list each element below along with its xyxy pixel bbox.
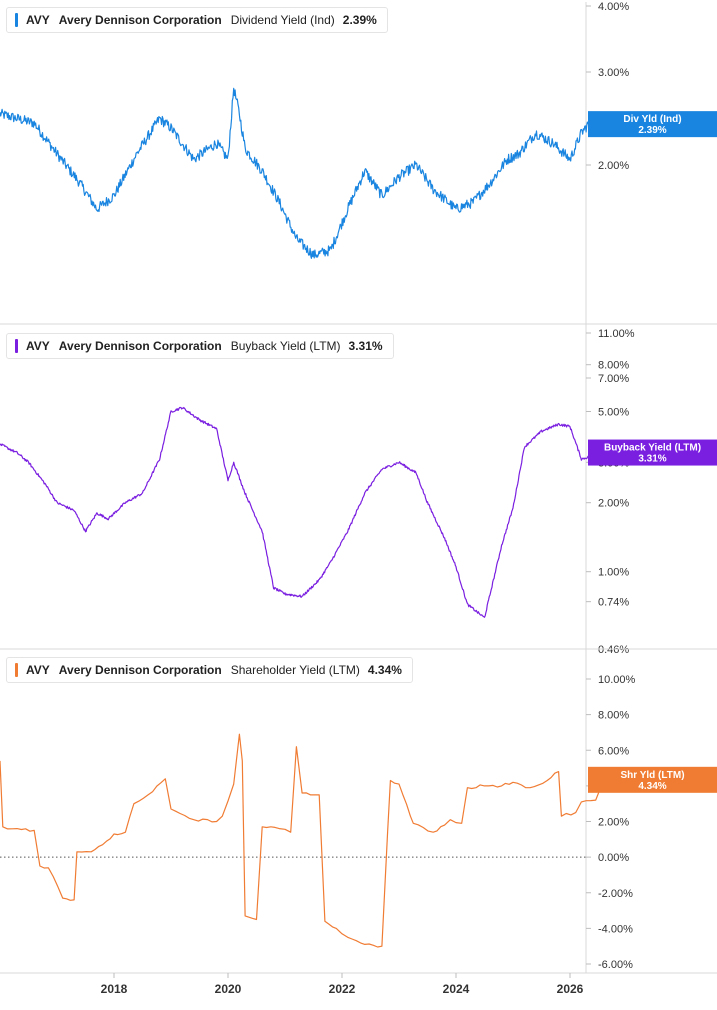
current-value-badge (588, 111, 717, 138)
badge-label: Div Yld (Ind) (623, 114, 681, 125)
legend-value: 4.34% (367, 663, 402, 677)
x-tick-label: 2024 (443, 982, 470, 996)
y-tick-label: 1.00% (598, 567, 629, 579)
series-line (0, 87, 614, 259)
x-tick-label: 2022 (329, 982, 356, 996)
legend-metric: Buyback Yield (LTM) (230, 339, 341, 353)
legend-swatch-shareholder (15, 663, 18, 677)
y-tick-label: 2.00% (598, 498, 629, 510)
x-tick-label: 2018 (101, 982, 128, 996)
y-tick-label: 0.00% (598, 852, 629, 864)
panel-1: 11.00%8.00%7.00%5.00%3.00%2.00%1.00%0.74… (0, 323, 717, 656)
legend-ticker: AVY (26, 339, 50, 353)
legend-swatch-dividend (15, 13, 18, 27)
legend-value: 3.31% (348, 339, 383, 353)
y-tick-label: 6.00% (598, 745, 629, 757)
x-tick-label: 2026 (557, 982, 584, 996)
legend-metric: Dividend Yield (Ind) (230, 13, 335, 27)
y-tick-label: 11.00% (598, 328, 635, 340)
legend-company: Avery Dennison Corporation (58, 663, 222, 677)
y-tick-label: -6.00% (598, 959, 633, 971)
y-tick-label: 0.46% (598, 644, 629, 656)
legend-dividend-yield[interactable]: AVY Avery Dennison Corporation Dividend … (6, 7, 388, 33)
y-tick-label: 0.74% (598, 597, 629, 609)
legend-metric: Shareholder Yield (LTM) (230, 663, 360, 677)
series-line (0, 406, 614, 618)
y-tick-label: 8.00% (598, 360, 629, 372)
badge-label: Shr Yld (LTM) (620, 770, 684, 781)
badge-value: 3.31% (638, 454, 666, 465)
y-tick-label: -4.00% (598, 923, 633, 935)
y-tick-label: 2.00% (598, 160, 629, 172)
current-value-badge (588, 439, 717, 466)
legend-ticker: AVY (26, 663, 50, 677)
y-tick-label: 4.00% (598, 1, 629, 13)
current-value-badge (588, 766, 717, 793)
legend-company: Avery Dennison Corporation (58, 339, 222, 353)
legend-value: 2.39% (342, 13, 377, 27)
y-tick-label: 10.00% (598, 674, 636, 686)
x-tick-label: 2020 (215, 982, 242, 996)
panel-0: 4.00%3.00%2.00%Div Yld (Ind)2.39% (0, 1, 717, 324)
legend-buyback-yield[interactable]: AVY Avery Dennison Corporation Buyback Y… (6, 333, 394, 359)
y-tick-label: 2.00% (598, 817, 629, 829)
y-tick-label: 3.00% (598, 67, 629, 79)
badge-value: 4.34% (638, 781, 666, 792)
legend-shareholder-yield[interactable]: AVY Avery Dennison Corporation Sharehold… (6, 657, 413, 683)
legend-ticker: AVY (26, 13, 50, 27)
y-tick-label: -2.00% (598, 888, 633, 900)
series-line (0, 733, 613, 948)
badge-label: Buyback Yield (LTM) (604, 443, 701, 454)
legend-swatch-buyback (15, 339, 18, 353)
badge-value: 2.39% (638, 125, 666, 136)
y-tick-label: 7.00% (598, 373, 629, 385)
legend-company: Avery Dennison Corporation (58, 13, 222, 27)
y-tick-label: 5.00% (598, 406, 629, 418)
panel-2: 10.00%8.00%6.00%4.00%2.00%0.00%-2.00%-4.… (0, 648, 717, 973)
y-tick-label: 8.00% (598, 710, 629, 722)
